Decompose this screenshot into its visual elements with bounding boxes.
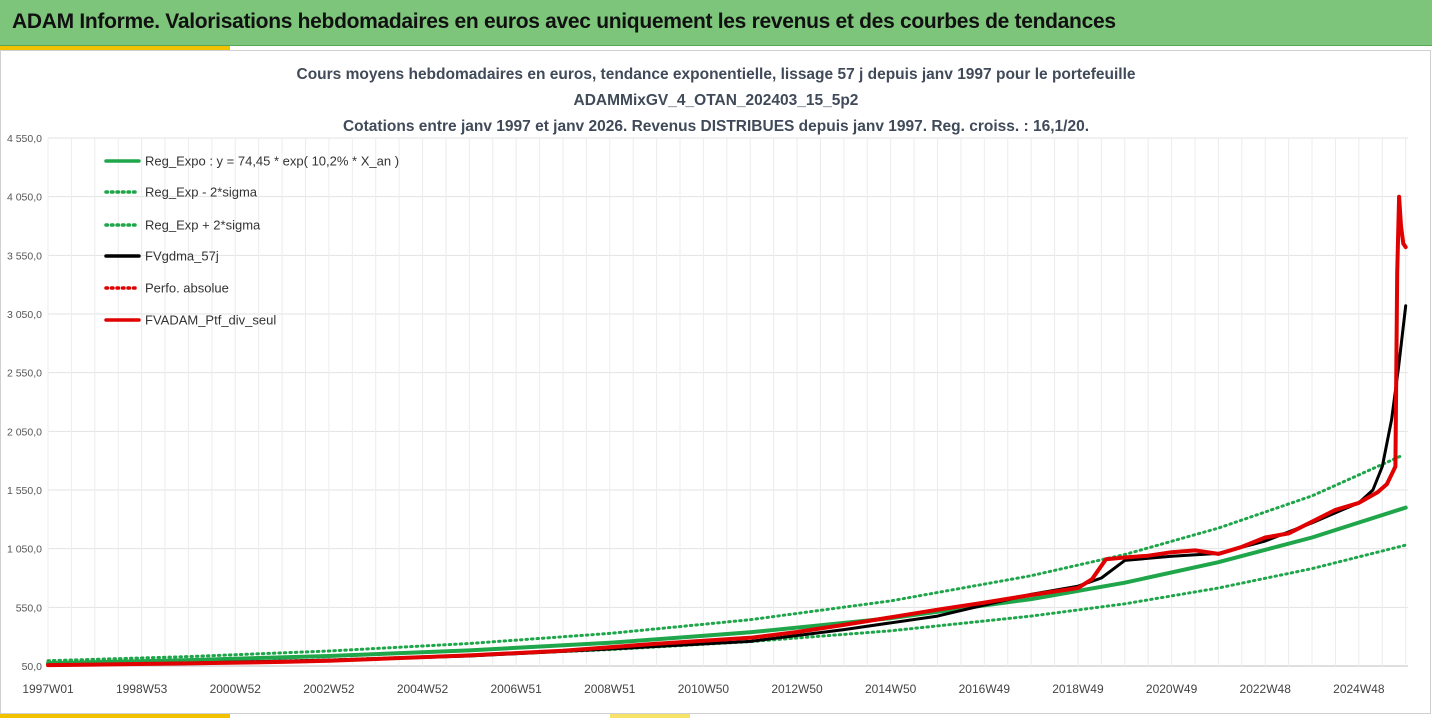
y-tick-label: 2 050,0 [7,426,42,438]
x-tick-label: 2008W51 [584,682,636,696]
y-tick-label: 4 550,0 [7,133,42,145]
legend-entry: FVgdma_57j [145,249,219,264]
regression-line [46,505,1408,666]
legend-entry: Reg_Exp + 2*sigma [145,218,261,233]
page-header: ADAM Informe. Valorisations hebdomadaire… [0,0,1432,46]
accent-bar-bottom-secondary [610,714,690,718]
x-tick-label: 1997W01 [22,682,74,696]
y-tick-label: 3 550,0 [7,250,42,262]
chart-title-line-1: Cours moyens hebdomadaires en euros, ten… [296,66,1136,83]
x-tick-label: 2004W52 [397,682,449,696]
y-tick-label: 1 550,0 [7,485,42,497]
x-tick-label: 2016W49 [959,682,1011,696]
x-tick-label: 2002W52 [303,682,355,696]
x-tick-label: 2024W48 [1333,682,1385,696]
legend-entry: Reg_Expo : y = 74,45 * exp( 10,2% * X_an… [145,154,399,169]
accent-bar-top [0,46,230,50]
page-title: ADAM Informe. Valorisations hebdomadaire… [12,10,1116,33]
x-tick-label: 2006W51 [490,682,542,696]
legend-entry: Reg_Exp - 2*sigma [145,185,258,200]
y-tick-label: 3 050,0 [7,309,42,321]
legend-entry: Perfo. absolue [145,281,229,296]
x-tick-label: 2012W50 [771,682,823,696]
y-tick-label: 550,0 [16,602,42,614]
accent-bar-bottom [0,714,230,718]
x-tick-label: 2000W52 [210,682,262,696]
x-tick-label: 1998W53 [116,682,168,696]
chart-title-line-2: ADAMMixGV_4_OTAN_202403_15_5p2 [573,92,859,109]
x-tick-label: 2020W49 [1146,682,1198,696]
y-tick-label: 2 550,0 [7,368,42,380]
x-tick-label: 2010W50 [678,682,730,696]
chart-frame [0,50,1431,714]
chart-title-line-3: Cotations entre janv 1997 et janv 2026. … [342,118,1090,135]
x-tick-label: 2014W50 [865,682,917,696]
x-tick-label: 2022W48 [1240,682,1292,696]
legend-entry: FVADAM_Ptf_div_seul [145,313,276,328]
y-tick-label: 4 050,0 [7,192,42,204]
y-tick-label: 50,0 [22,661,43,673]
portfolio-line [46,194,1408,668]
x-tick-label: 2018W49 [1052,682,1104,696]
upper-band-line [46,454,1403,663]
y-tick-label: 1 050,0 [7,544,42,556]
